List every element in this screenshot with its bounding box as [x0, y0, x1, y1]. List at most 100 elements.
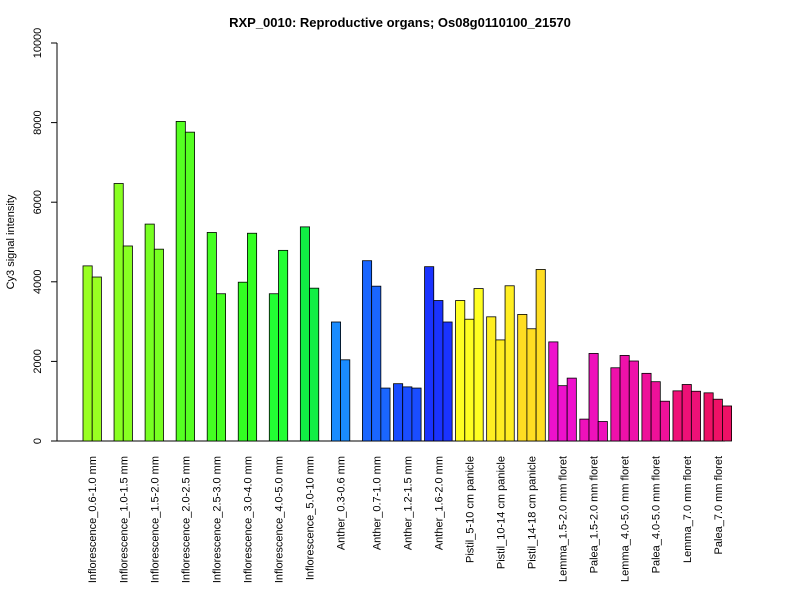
bar — [690, 390, 701, 442]
bar-group — [330, 321, 351, 442]
x-tick-label: Inflorescence_0.6-1.0 mm — [87, 456, 99, 583]
bar-group — [641, 372, 670, 442]
bar — [712, 398, 723, 442]
x-tick-label: Palea_1.5-2.0 mm floret — [589, 456, 601, 573]
x-tick-label: Inflorescence_1.0-1.5 mm — [118, 456, 130, 583]
bar-group — [672, 384, 701, 442]
x-tick-label: Palea_4.0-5.0 mm floret — [651, 456, 663, 573]
bar — [393, 383, 404, 442]
x-tick-label: Anther_0.3-0.6 mm — [336, 456, 348, 550]
x-tick-label: Anther_0.7-1.0 mm — [371, 456, 383, 550]
bar-group — [455, 288, 484, 442]
chart-title: RXP_0010: Reproductive organs; Os08g0110… — [229, 15, 571, 30]
bar — [579, 418, 590, 442]
y-tick-label: 4000 — [32, 270, 44, 294]
x-tick-label: Inflorescence_5.0-10 mm — [305, 456, 317, 580]
bar — [442, 321, 453, 442]
bar — [455, 300, 466, 442]
bar — [402, 386, 413, 442]
bar — [144, 223, 155, 442]
bar-group — [703, 392, 733, 442]
bar — [433, 300, 444, 442]
x-axis-labels: Inflorescence_0.6-1.0 mm Inflorescence_1.… — [87, 456, 725, 583]
bar-group — [82, 265, 102, 442]
bar-group — [113, 183, 133, 442]
bar — [184, 131, 195, 442]
bar — [464, 318, 475, 442]
x-tick-label: Inflorescence_2.5-3.0 mm — [211, 456, 223, 583]
x-tick-label: Pistil_14-18 cm panicle — [527, 456, 539, 569]
bar — [122, 245, 133, 442]
bar — [299, 226, 310, 442]
bar-group — [517, 269, 546, 442]
bar — [535, 269, 546, 442]
bar-group — [424, 266, 453, 442]
bar — [309, 287, 320, 442]
x-tick-label: Inflorescence_2.0-2.5 mm — [180, 456, 192, 583]
bar — [380, 387, 391, 442]
bar — [362, 260, 373, 442]
bar — [206, 232, 217, 442]
x-tick-label: Anther_1.2-1.5 mm — [402, 456, 414, 550]
bar — [91, 276, 102, 442]
bar — [628, 360, 639, 442]
bar — [566, 377, 577, 442]
x-tick-label: Inflorescence_1.5-2.0 mm — [149, 456, 161, 583]
bar — [473, 288, 484, 442]
bar — [411, 387, 422, 442]
y-axis-label: Cy3 signal intensity — [5, 194, 17, 289]
bar — [619, 355, 630, 442]
bar — [504, 285, 515, 442]
bar — [153, 248, 164, 442]
bar — [247, 232, 258, 442]
bar — [659, 400, 670, 442]
bar-group — [579, 353, 608, 442]
x-tick-label: Pistil_10-14 cm panicle — [495, 456, 507, 569]
bar — [330, 321, 341, 442]
bar — [175, 121, 186, 442]
bar — [610, 367, 621, 442]
y-tick-label: 2000 — [32, 349, 44, 373]
bar — [557, 385, 568, 442]
bar-group — [299, 226, 320, 442]
bar — [597, 421, 608, 442]
bar — [526, 328, 537, 442]
bar-group — [610, 355, 639, 442]
y-tick-label: 6000 — [32, 190, 44, 214]
bar — [278, 249, 289, 442]
bar — [517, 314, 528, 442]
bar — [340, 359, 351, 442]
bar-group — [268, 249, 289, 442]
x-tick-label: Pistil_5-10 cm panicle — [464, 456, 476, 563]
bar-group — [486, 285, 515, 442]
x-tick-label: Inflorescence_3.0-4.0 mm — [242, 456, 254, 583]
bar — [268, 293, 279, 442]
bar-group — [362, 260, 391, 442]
y-tick-label: 8000 — [32, 110, 44, 134]
bar — [215, 293, 226, 442]
x-tick-label: Inflorescence_4.0-5.0 mm — [274, 456, 286, 583]
bar — [703, 392, 714, 442]
y-tick-label: 0 — [32, 438, 44, 444]
bar — [486, 316, 497, 442]
bar — [650, 381, 661, 442]
bar — [424, 266, 435, 442]
bar-group — [548, 341, 577, 442]
bar — [672, 390, 683, 442]
bar — [371, 285, 382, 442]
bar-group — [144, 223, 164, 442]
bar-group — [393, 383, 422, 442]
x-tick-label: Anther_1.6-2.0 mm — [433, 456, 445, 550]
bar — [495, 339, 506, 442]
bar — [588, 353, 599, 442]
x-tick-label: Lemma_7.0 mm floret — [682, 456, 694, 563]
x-tick-label: Lemma_4.0-5.0 mm floret — [620, 456, 632, 582]
bar — [82, 265, 93, 442]
bar — [548, 341, 559, 442]
bar-group — [206, 232, 226, 442]
bars — [82, 121, 733, 442]
bar — [641, 372, 652, 442]
x-tick-label: Lemma_1.5-2.0 mm floret — [558, 456, 570, 582]
